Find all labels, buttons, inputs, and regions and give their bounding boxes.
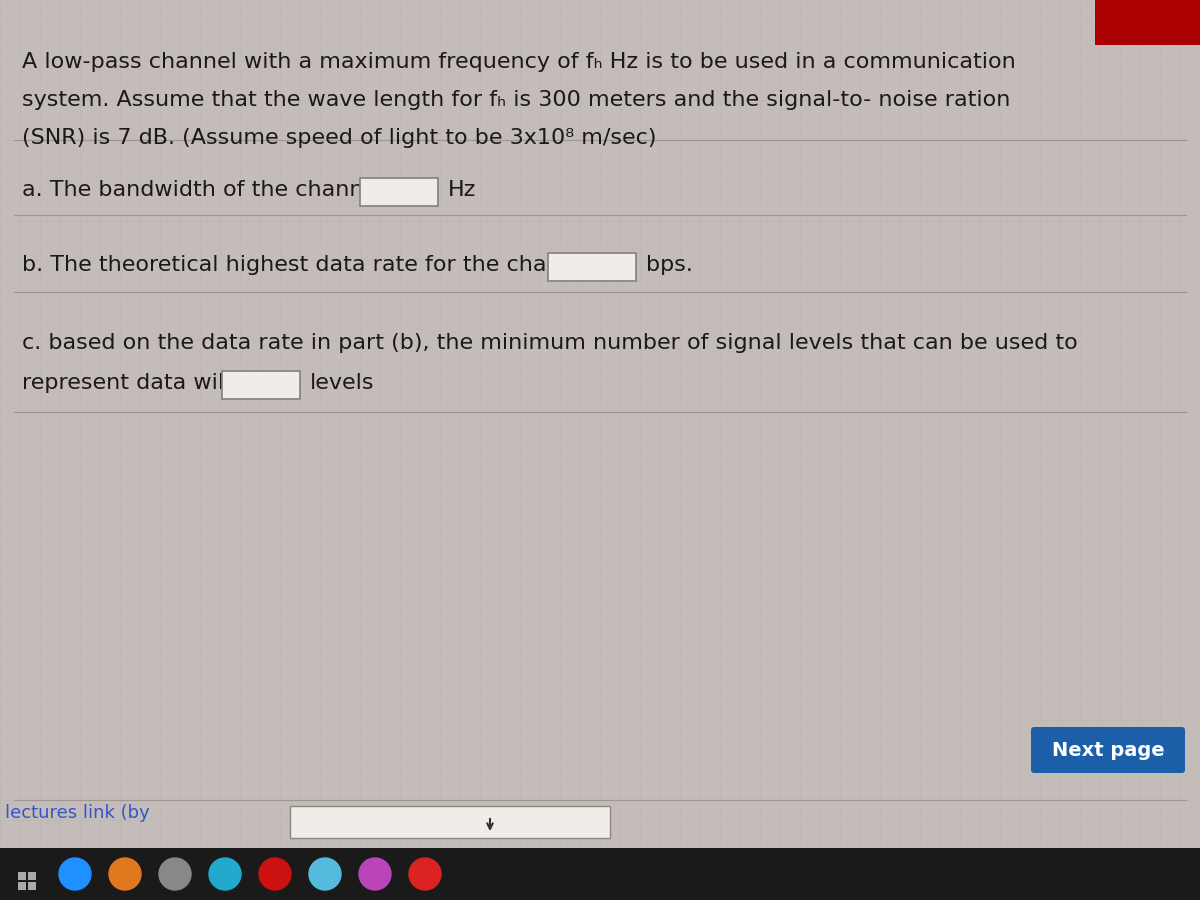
Text: bps.: bps. bbox=[646, 255, 692, 275]
FancyBboxPatch shape bbox=[1096, 0, 1200, 45]
FancyBboxPatch shape bbox=[0, 848, 1200, 900]
Circle shape bbox=[259, 858, 292, 890]
Circle shape bbox=[59, 858, 91, 890]
FancyBboxPatch shape bbox=[28, 882, 36, 890]
Circle shape bbox=[209, 858, 241, 890]
FancyBboxPatch shape bbox=[360, 178, 438, 206]
Text: system. Assume that the wave length for fₕ is 300 meters and the signal-to- nois: system. Assume that the wave length for … bbox=[22, 90, 1010, 110]
Text: (SNR) is 7 dB. (Assume speed of light to be 3x10⁸ m/sec): (SNR) is 7 dB. (Assume speed of light to… bbox=[22, 128, 656, 148]
Text: b. The theoretical highest data rate for the channel is: b. The theoretical highest data rate for… bbox=[22, 255, 619, 275]
Text: c. based on the data rate in part (b), the minimum number of signal levels that : c. based on the data rate in part (b), t… bbox=[22, 333, 1078, 353]
FancyBboxPatch shape bbox=[222, 371, 300, 399]
Text: levels: levels bbox=[310, 373, 374, 393]
Text: lectures link (by: lectures link (by bbox=[5, 804, 150, 822]
FancyBboxPatch shape bbox=[548, 253, 636, 281]
FancyBboxPatch shape bbox=[28, 872, 36, 880]
Circle shape bbox=[409, 858, 442, 890]
Text: represent data will be: represent data will be bbox=[22, 373, 265, 393]
Circle shape bbox=[310, 858, 341, 890]
Text: a. The bandwidth of the channel is: a. The bandwidth of the channel is bbox=[22, 180, 408, 200]
Circle shape bbox=[359, 858, 391, 890]
Circle shape bbox=[109, 858, 142, 890]
FancyBboxPatch shape bbox=[290, 806, 610, 838]
FancyBboxPatch shape bbox=[1031, 727, 1186, 773]
Text: A low-pass channel with a maximum frequency of fₕ Hz is to be used in a communic: A low-pass channel with a maximum freque… bbox=[22, 52, 1015, 72]
Circle shape bbox=[158, 858, 191, 890]
Text: Hz: Hz bbox=[448, 180, 476, 200]
FancyBboxPatch shape bbox=[18, 882, 26, 890]
FancyBboxPatch shape bbox=[18, 872, 26, 880]
Text: Next page: Next page bbox=[1051, 741, 1164, 760]
